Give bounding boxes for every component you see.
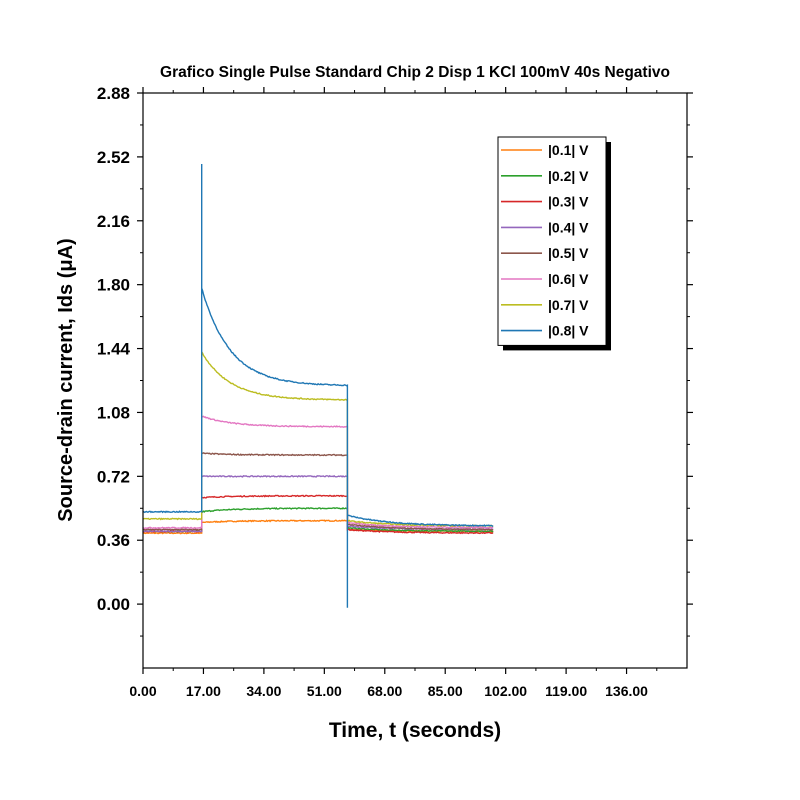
- plot-area: [142, 164, 494, 608]
- legend-label: |0.2| V: [548, 168, 589, 184]
- chart-title: Grafico Single Pulse Standard Chip 2 Dis…: [160, 64, 670, 81]
- x-tick-label: 102.00: [484, 683, 527, 699]
- y-tick-label: 0.72: [97, 467, 130, 486]
- y-axis-label: Source-drain current, Ids (μA): [55, 238, 77, 521]
- legend-label: |0.7| V: [548, 297, 589, 313]
- x-axis-label: Time, t (seconds): [329, 719, 501, 742]
- series-line: [142, 349, 494, 528]
- y-tick-label: 2.16: [97, 212, 130, 231]
- x-tick-label: 34.00: [246, 683, 281, 699]
- axes: 0.00 17.00 34.00 51.00 68.00 85.00 102.00 119.0…: [97, 84, 693, 699]
- legend-label: |0.3| V: [548, 194, 589, 210]
- y-tick-label: 1.80: [97, 276, 130, 295]
- y-tick-label: 1.08: [97, 403, 130, 422]
- y-tick-label: 1.44: [97, 340, 131, 359]
- y-tick-label: 2.52: [97, 148, 130, 167]
- y-tick-label: 2.88: [97, 84, 130, 103]
- legend-label: |0.8| V: [548, 323, 589, 339]
- series-line: [142, 474, 494, 533]
- x-tick-label: 17.00: [186, 683, 221, 699]
- legend: |0.1| V |0.2| V |0.3| V |0.4| V |0.5| V |0.6|…: [497, 136, 611, 351]
- series-line: [142, 164, 494, 608]
- x-tick-label: 119.00: [545, 683, 587, 699]
- y-tick-label: 0.00: [97, 595, 130, 614]
- y-tick-label: 0.36: [97, 531, 130, 550]
- legend-label: |0.6| V: [548, 271, 589, 287]
- legend-label: |0.5| V: [548, 245, 589, 261]
- x-tick-label: 51.00: [307, 683, 342, 699]
- legend-label: |0.4| V: [548, 219, 589, 235]
- legend-label: |0.1| V: [548, 142, 589, 158]
- x-tick-label: 68.00: [367, 683, 402, 699]
- legend-box: [497, 136, 607, 346]
- x-tick-label: 85.00: [428, 683, 463, 699]
- series-line: [142, 415, 494, 530]
- x-tick-label: 136.00: [605, 683, 648, 699]
- x-tick-label: 0.00: [129, 683, 156, 699]
